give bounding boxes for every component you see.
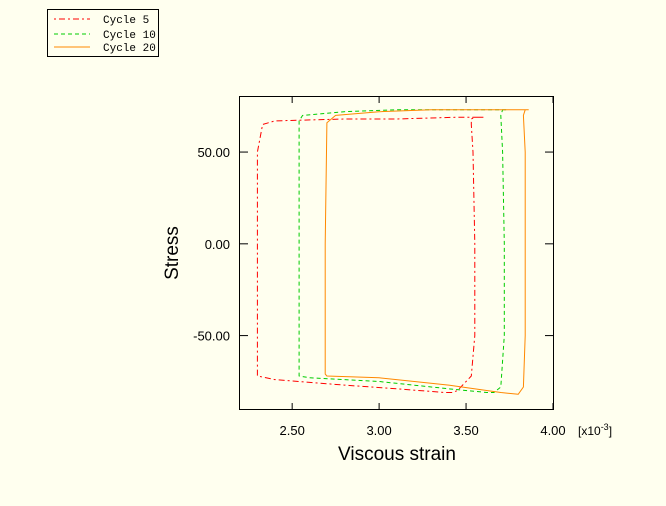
x-axis-multiplier: [x10-3] [578,422,612,438]
plot-frame [239,96,554,410]
legend-label-2: Cycle 20 [103,43,156,55]
x-axis-multiplier-suffix: ] [609,424,612,438]
series-line-1 [256,116,484,393]
y-tick-label: -50.00 [193,329,230,344]
y-tick-label: 50.00 [197,145,230,160]
x-axis-ticks: 2.50 3.00 3.50 4.00 [280,97,566,438]
x-axis-title: Viscous strain [338,444,456,465]
legend-label-0: Cycle 5 [103,15,149,27]
legend-entry: Cycle 10 [54,30,156,42]
series-line-2 [298,109,507,393]
legend: Cycle 5 Cycle 10 Cycle 20 [47,9,159,57]
legend-box [47,9,159,57]
y-axis-ticks: 50.00 0.00 -50.00 [193,145,553,344]
series-group [256,109,529,395]
legend-entry: Cycle 5 [54,15,149,27]
x-axis-multiplier-prefix: [x10 [578,424,601,438]
legend-label-1: Cycle 10 [103,30,156,42]
x-tick-label: 3.50 [453,423,478,438]
legend-entry: Cycle 20 [54,43,156,55]
series-line-3 [324,109,529,395]
y-tick-label: 0.00 [205,237,230,252]
x-tick-label: 2.50 [280,423,305,438]
x-axis-multiplier-exponent: -3 [601,422,609,432]
x-tick-label: 3.00 [366,423,391,438]
y-axis-title: Stress [162,226,183,280]
x-tick-label: 4.00 [540,423,565,438]
